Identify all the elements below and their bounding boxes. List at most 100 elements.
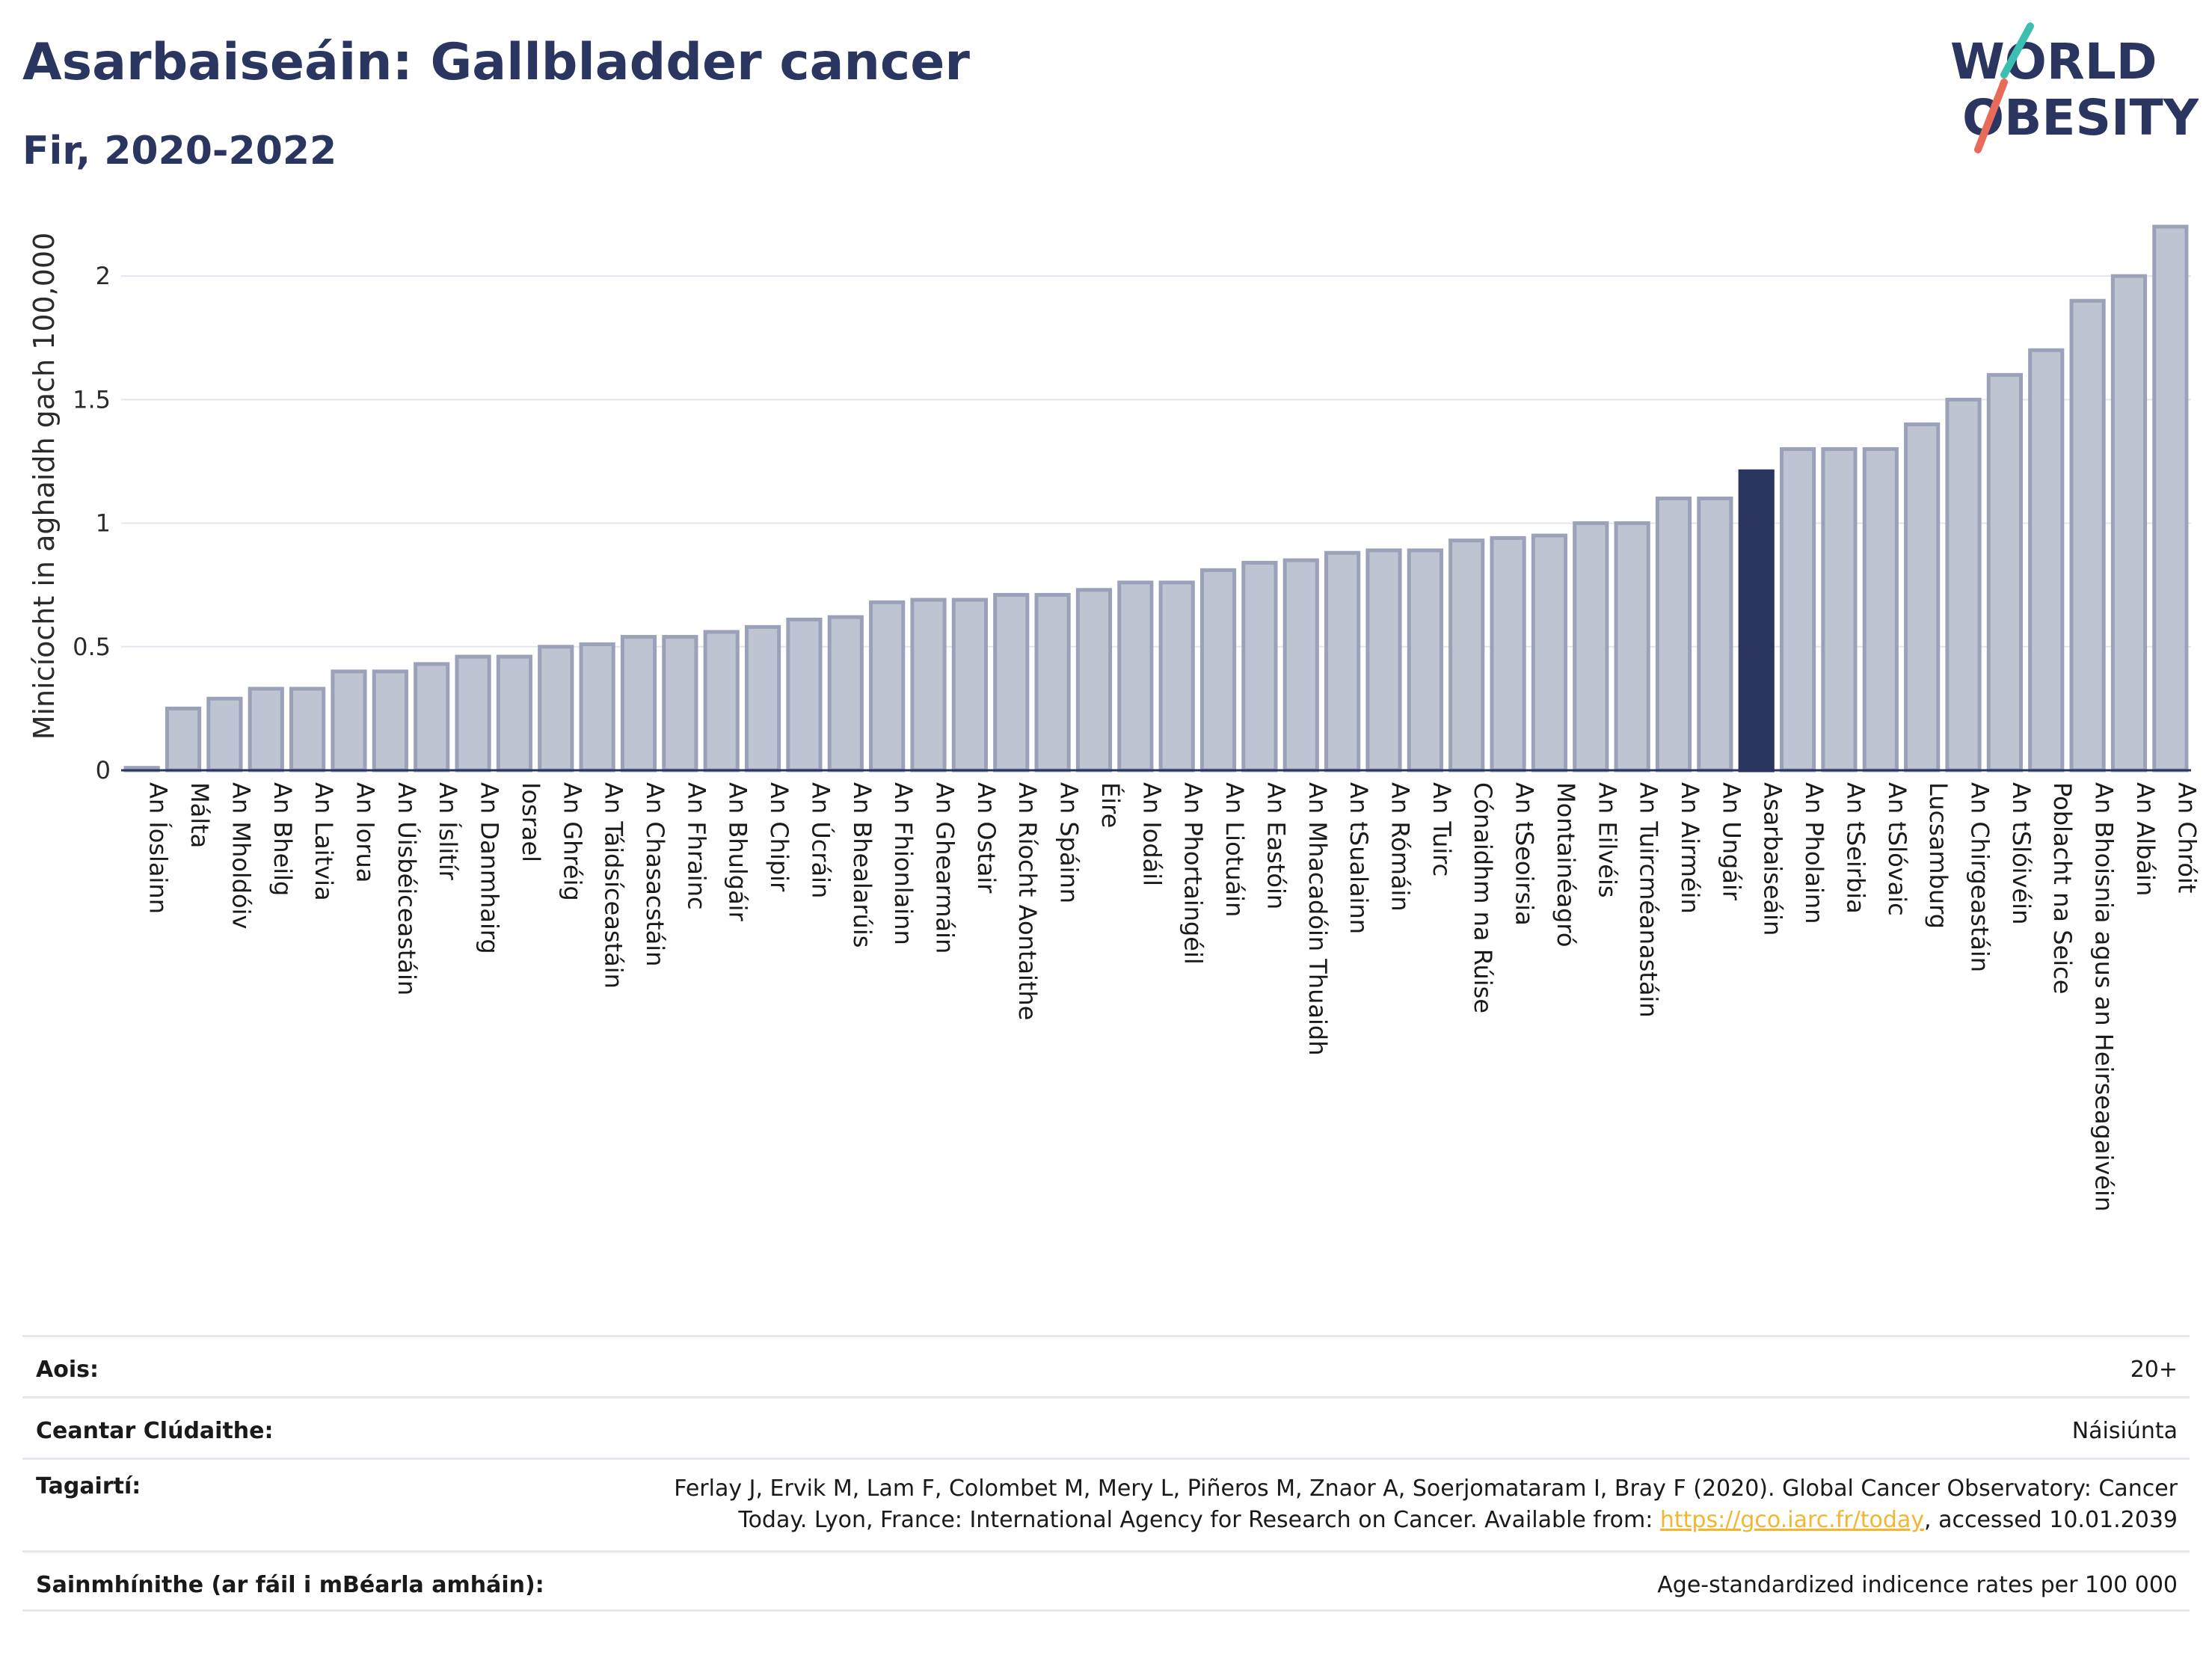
x-tick-label: An Airméin xyxy=(1676,782,1704,914)
x-tick-label: An Chasacstáin xyxy=(641,782,669,966)
bar-30 xyxy=(1365,548,1402,773)
bar-39 xyxy=(1738,469,1775,773)
reference-link[interactable]: https://gco.iarc.fr/today xyxy=(1659,1507,1925,1533)
bar-18 xyxy=(869,600,906,773)
x-tick-label: An Ungáir xyxy=(1717,782,1745,901)
y-tick-labels: 0 0.5 1 1.5 2 xyxy=(73,262,111,784)
bar-4 xyxy=(289,687,326,773)
bar-28 xyxy=(1282,558,1319,773)
x-tick-label: An Phortaingéil xyxy=(1179,782,1208,965)
x-tick-label: An Úisbéiceastáin xyxy=(393,782,422,995)
bar-41 xyxy=(1821,446,1858,773)
info-row: Aois: 20+ xyxy=(22,1335,2190,1396)
info-value: Age-standardized indicence rates per 100… xyxy=(1657,1572,2178,1598)
x-tick-label: An Ostair xyxy=(972,782,1001,894)
x-tick-label: An Tuirc xyxy=(1428,782,1456,876)
bar-37 xyxy=(1655,497,1692,773)
y-tick-label: 0.5 xyxy=(73,633,111,661)
bar-47 xyxy=(2069,298,2106,773)
bar-6 xyxy=(372,669,408,773)
y-axis-label: Minicíocht in aghaidh gach 100,000 xyxy=(28,233,61,740)
bar-42 xyxy=(1862,446,1899,773)
x-tick-label: Asarbaiseáin xyxy=(1759,782,1787,936)
x-tick-label: An tSualainn xyxy=(1345,782,1373,934)
bar-16 xyxy=(786,617,823,773)
bar-29 xyxy=(1324,550,1361,773)
bar-23 xyxy=(1075,588,1113,773)
x-tick-label: An Danmhairg xyxy=(476,782,504,954)
x-tick-label: An Chróit xyxy=(2172,782,2201,893)
bar-9 xyxy=(496,654,533,773)
x-tick-label: An Eastóin xyxy=(1262,782,1290,909)
bar-26 xyxy=(1199,568,1237,773)
bar-14 xyxy=(703,630,740,773)
bar-36 xyxy=(1614,521,1650,773)
bar-49 xyxy=(2152,224,2189,773)
x-tick-label: An Eilvéis xyxy=(1593,782,1621,898)
x-tick-label: An tSlóvaic xyxy=(1883,782,1911,916)
bar-1 xyxy=(165,706,202,773)
chart-title: Asarbaiseáin: Gallbladder cancer xyxy=(22,33,970,92)
bar-40 xyxy=(1779,446,1816,773)
y-tick-label: 0 xyxy=(96,756,111,784)
x-tick-label: An Tuircméanastáin xyxy=(1635,782,1663,1018)
x-tick-label: An Íoslainn xyxy=(144,782,173,914)
x-tick-label: An Mhacadóin Thuaidh xyxy=(1303,782,1332,1055)
bar-3 xyxy=(248,687,284,773)
bar-46 xyxy=(2028,348,2065,773)
x-tick-label: An Laitvia xyxy=(310,782,338,901)
info-label: Tagairtí: xyxy=(36,1473,141,1499)
x-tick-label: An Iorua xyxy=(351,782,379,882)
bar-24 xyxy=(1117,580,1154,773)
x-tick-label: Éire xyxy=(1096,782,1125,828)
bar-7 xyxy=(414,662,450,773)
bar-34 xyxy=(1531,533,1568,773)
x-tick-label: An Chirgeastáin xyxy=(1966,782,1994,972)
x-tick-label: An tSlóivéin xyxy=(2007,782,2036,924)
x-tick-label: An Bhulgáir xyxy=(724,782,752,922)
info-label: Aois: xyxy=(36,1357,99,1383)
x-tick-labels: An Íoslainn Málta An Mholdóiv An Bheilg An L… xyxy=(144,782,2202,1212)
bars xyxy=(123,224,2189,773)
x-tick-label: An Fhionlainn xyxy=(889,782,918,945)
bar-15 xyxy=(744,624,781,773)
info-row: Ceantar Clúdaithe: Náisiúnta xyxy=(22,1396,2190,1458)
info-value: 20+ xyxy=(2130,1357,2178,1383)
bar-21 xyxy=(993,592,1030,773)
info-row: Tagairtí: Ferlay J, Ervik M, Lam F, Colom… xyxy=(22,1458,2190,1550)
x-tick-label: An Mholdóiv xyxy=(227,782,255,929)
bar-chart: 00.511.52 An Íoslainn Málta An Mholdóiv An … xyxy=(28,224,2202,1212)
bar-33 xyxy=(1490,535,1526,773)
y-tick-label: 1 xyxy=(96,509,111,538)
y-tick-label: 1.5 xyxy=(73,385,111,414)
bar-11 xyxy=(579,642,615,773)
bar-20 xyxy=(951,598,988,773)
logo-line1: WORLD xyxy=(1950,33,2157,90)
x-tick-label: An Fhrainc xyxy=(682,782,710,910)
bar-8 xyxy=(455,654,491,773)
x-tick-label: Montainéagró xyxy=(1552,782,1580,947)
x-tick-label: An Íslitír xyxy=(434,782,462,881)
info-table: Aois: 20+ Ceantar Clúdaithe: Náisiúnta Tagai… xyxy=(22,1335,2190,1612)
bar-10 xyxy=(538,645,574,773)
x-tick-label: An Bhealarúis xyxy=(848,782,876,948)
x-tick-label: An Bheilg xyxy=(268,782,297,896)
bar-44 xyxy=(1945,397,1982,773)
x-tick-label: Cónaidhm na Rúise xyxy=(1469,782,1497,1013)
x-tick-label: An Pholainn xyxy=(1800,782,1828,924)
x-tick-label: Málta xyxy=(185,782,214,848)
bar-35 xyxy=(1573,521,1609,773)
x-tick-label: An Úcráin xyxy=(806,782,835,898)
bar-12 xyxy=(620,635,657,773)
bar-48 xyxy=(2110,274,2148,773)
logo-slash-coral xyxy=(1974,79,2008,153)
x-tick-label: An Rómáin xyxy=(1386,782,1414,912)
y-tick-label: 2 xyxy=(96,262,111,290)
x-tick-label: An Ríocht Aontaithe xyxy=(1013,782,1042,1020)
x-tick-label: An Bhoisnia agus an Heirseagaivéin xyxy=(2090,782,2119,1212)
bar-2 xyxy=(206,696,243,773)
bar-17 xyxy=(827,615,864,773)
bar-22 xyxy=(1034,592,1071,773)
info-row: Sainmhínithe (ar fáil i mBéarla amháin):… xyxy=(22,1550,2190,1612)
bar-45 xyxy=(1986,372,2023,773)
